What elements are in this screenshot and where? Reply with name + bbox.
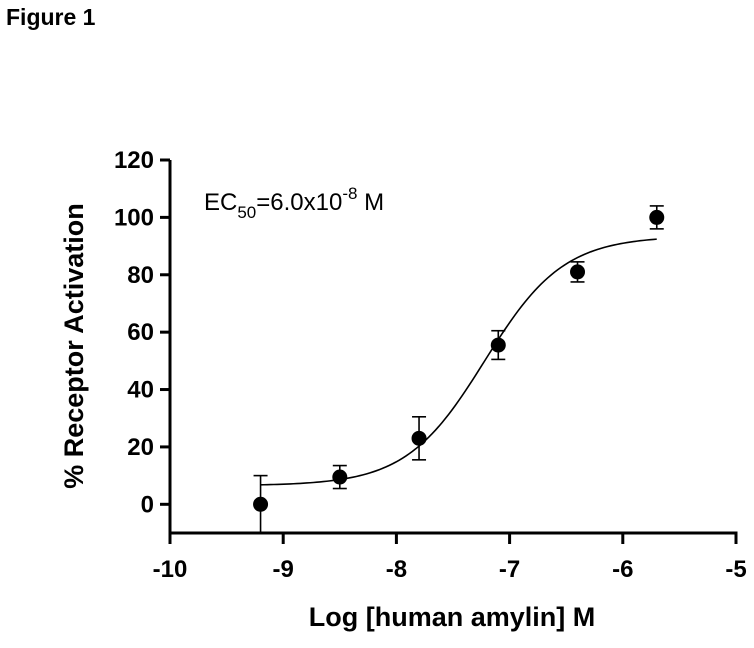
data-point <box>253 496 269 512</box>
x-tick-label: -8 <box>386 556 407 583</box>
data-point <box>649 209 665 225</box>
data-point-group <box>570 261 586 283</box>
data-points-layer <box>253 205 665 533</box>
x-axis-title: Log [human amylin] M <box>309 602 596 632</box>
ec50-unit: M <box>357 189 384 216</box>
data-point-group <box>332 464 348 490</box>
y-tick-label: 80 <box>127 262 154 289</box>
data-point <box>570 264 586 280</box>
x-tick-label: -9 <box>273 556 294 583</box>
x-tick-label: -5 <box>725 556 746 583</box>
ec50-exponent: -8 <box>342 184 357 203</box>
y-tick-label: 60 <box>127 319 154 346</box>
y-tick-label: 120 <box>114 147 154 174</box>
x-tick-label: -6 <box>612 556 633 583</box>
y-tick-label: 40 <box>127 377 154 404</box>
figure-label: Figure 1 <box>6 4 96 30</box>
ec50-prefix: EC <box>204 189 237 216</box>
data-point-group <box>649 205 665 230</box>
data-point <box>411 430 427 446</box>
y-axis-title: % Receptor Activation <box>59 203 89 489</box>
fit-curve-layer <box>260 238 657 486</box>
ec50-annotation: EC50=6.0x10-8 M <box>204 184 384 222</box>
data-point-group <box>253 474 269 533</box>
axes: 0 20 40 60 80 100 120 -10 -9 -8 -7 -6 -5 <box>114 147 747 583</box>
x-tick-label: -10 <box>153 556 188 583</box>
data-point-group <box>490 329 506 361</box>
ec50-value: =6.0x10 <box>256 189 342 216</box>
data-point-group <box>411 415 427 461</box>
y-tick-label: 100 <box>114 204 154 231</box>
x-tick-label: -7 <box>499 556 520 583</box>
ec50-subscript: 50 <box>237 203 256 222</box>
y-tick-label: 0 <box>141 491 154 518</box>
data-point <box>332 469 348 485</box>
fit-curve <box>260 238 657 486</box>
y-tick-label: 20 <box>127 434 154 461</box>
data-point <box>490 337 506 353</box>
